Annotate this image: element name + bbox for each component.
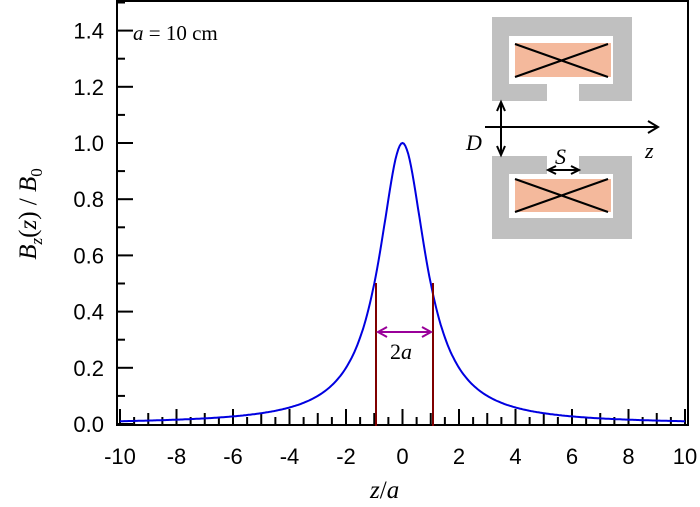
x-tick-label: -4 (280, 444, 300, 469)
y-tick-label: 0.2 (73, 356, 104, 381)
x-tick-label: -10 (104, 444, 136, 469)
x-axis-label: z/a (369, 477, 399, 504)
width-marker: 2a (375, 283, 434, 426)
x-tick-label: 2 (453, 444, 465, 469)
y-tick-label: 0.6 (73, 243, 104, 268)
x-tick-label: -6 (223, 444, 243, 469)
width-label: 2a (390, 339, 412, 364)
x-tick-label: 4 (509, 444, 521, 469)
label-z: z (644, 138, 654, 163)
y-tick-label: 1.0 (73, 131, 104, 156)
x-tick-label: 6 (566, 444, 578, 469)
svg-text:Bz(z) / B0: Bz(z) / B0 (15, 168, 46, 260)
label-S: S (555, 144, 566, 169)
y-tick-label: 0.0 (73, 412, 104, 437)
x-tick-label: -2 (336, 444, 356, 469)
inset-diagram: D S z (465, 17, 660, 239)
y-tick-label: 1.4 (73, 19, 104, 44)
plot-frame (116, 0, 689, 426)
annotation-a: a = 10 cm (133, 21, 218, 45)
y-tick-label: 1.2 (73, 75, 104, 100)
y-axis-ticks: 0.0 0.2 0.4 0.6 0.8 1.0 1.2 1.4 (73, 1, 133, 437)
bottom-yoke (492, 156, 632, 239)
label-D: D (465, 130, 482, 155)
y-tick-label: 0.8 (73, 187, 104, 212)
y-tick-label: 0.4 (73, 300, 104, 325)
top-yoke (492, 17, 632, 101)
x-axis-ticks: -10 -8 -6 -4 -2 0 2 4 6 8 10 (104, 409, 697, 469)
x-tick-label: 10 (673, 444, 697, 469)
data-series (120, 141, 685, 423)
x-tick-label: 8 (622, 444, 634, 469)
x-tick-label: -8 (167, 444, 187, 469)
y-axis-label: Bz(z) / B0 (15, 168, 46, 260)
x-tick-label: 0 (396, 444, 408, 469)
